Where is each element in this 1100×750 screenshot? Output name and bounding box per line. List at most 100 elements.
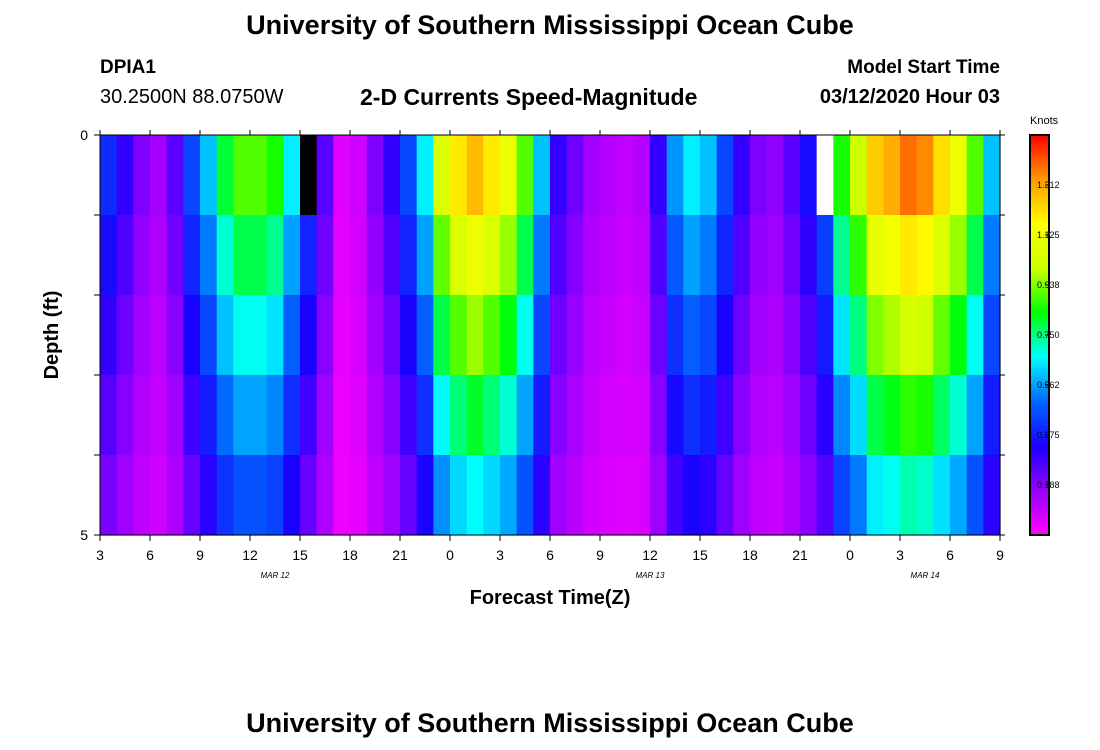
- heatmap-cell: [700, 375, 718, 456]
- x-tick-label: 9: [596, 547, 604, 563]
- heatmap-cell: [300, 295, 318, 376]
- heatmap-cell: [883, 135, 901, 216]
- date-label: MAR 12: [261, 571, 290, 580]
- heatmap-cell: [550, 295, 568, 376]
- heatmap-cell: [233, 215, 251, 296]
- heatmap-cell: [200, 295, 218, 376]
- heatmap-cell: [600, 135, 618, 216]
- heatmap-cell: [833, 295, 851, 376]
- heatmap-cell: [400, 135, 418, 216]
- heatmap-cell: [400, 455, 418, 536]
- heatmap-cell: [233, 135, 251, 216]
- heatmap-cell: [183, 215, 201, 296]
- heatmap-cell: [466, 135, 484, 216]
- heatmap-cell: [416, 135, 434, 216]
- heatmap-cell: [633, 215, 651, 296]
- heatmap-cell: [483, 455, 501, 536]
- heatmap-cell: [966, 135, 984, 216]
- x-tick-label: 3: [496, 547, 504, 563]
- heatmap-cell: [700, 455, 718, 536]
- heatmap-cell: [616, 295, 634, 376]
- heatmap-cell: [400, 295, 418, 376]
- heatmap-cell: [416, 375, 434, 456]
- heatmap-cell: [900, 135, 918, 216]
- heatmap-cell: [383, 215, 401, 296]
- heatmap-cell: [200, 215, 218, 296]
- x-tick-label: 18: [742, 547, 758, 563]
- heatmap-cell: [816, 215, 834, 296]
- heatmap-cell: [366, 455, 384, 536]
- heatmap-cell: [150, 375, 168, 456]
- colorbar-tick-label: 0.750: [1037, 330, 1060, 340]
- heatmap-cell: [916, 135, 934, 216]
- colorbar-tick-label: 0.938: [1037, 280, 1060, 290]
- heatmap-cell: [716, 135, 734, 216]
- heatmap-cell: [566, 135, 584, 216]
- heatmap-cell: [316, 295, 334, 376]
- heatmap-cell: [283, 215, 301, 296]
- heatmap-cell: [350, 295, 368, 376]
- colorbar: Knots 1.312 1.125 0.938 0.750 0.562 0.375 0.18…: [1029, 115, 1060, 536]
- heatmap-cell: [766, 295, 784, 376]
- heatmap-cell: [250, 135, 268, 216]
- heatmap-cell: [366, 215, 384, 296]
- heatmap-cell: [750, 295, 768, 376]
- heatmap-cell: [283, 455, 301, 536]
- heatmap-cell: [183, 375, 201, 456]
- heatmap-cell: [550, 455, 568, 536]
- heatmap-cell: [783, 135, 801, 216]
- heatmap-cell: [133, 375, 151, 456]
- heatmap-cell: [433, 375, 451, 456]
- heatmap-cell: [316, 375, 334, 456]
- heatmap-cell: [783, 215, 801, 296]
- heatmap-cell: [316, 455, 334, 536]
- heatmap-cell: [950, 135, 968, 216]
- heatmap-cell: [800, 135, 818, 216]
- heatmap-cell: [733, 375, 751, 456]
- heatmap-cell: [666, 215, 684, 296]
- colorbar-tick-label: 1.312: [1037, 180, 1060, 190]
- heatmap-cell: [200, 135, 218, 216]
- heatmap-cell: [733, 295, 751, 376]
- heatmap-cell: [566, 455, 584, 536]
- heatmap-cell: [100, 135, 118, 216]
- heatmap-cell: [150, 455, 168, 536]
- heatmap-cell: [450, 215, 468, 296]
- colorbar-tick-label: 0.562: [1037, 380, 1060, 390]
- heatmap-cell: [100, 455, 118, 536]
- heatmap-cell: [233, 455, 251, 536]
- heatmap-cell: [583, 135, 601, 216]
- heatmap-cell: [800, 215, 818, 296]
- heatmap-cell: [516, 135, 534, 216]
- heatmap-cell: [866, 455, 884, 536]
- heatmap-cell: [350, 215, 368, 296]
- heatmap-cell: [600, 375, 618, 456]
- heatmap-cell: [683, 135, 701, 216]
- heatmap-cell: [466, 375, 484, 456]
- heatmap-cell: [266, 455, 284, 536]
- heatmap-cell: [366, 135, 384, 216]
- heatmap-cell: [316, 135, 334, 216]
- colorbar-unit: Knots: [1030, 115, 1059, 127]
- heatmap-cell: [716, 455, 734, 536]
- heatmap-cell: [516, 455, 534, 536]
- heatmap-cell: [266, 215, 284, 296]
- heatmap-cell: [650, 295, 668, 376]
- x-tick-label: 3: [96, 547, 104, 563]
- heatmap-cell: [283, 295, 301, 376]
- heatmap-cell: [116, 455, 134, 536]
- heatmap-cell: [300, 455, 318, 536]
- heatmap-cell: [116, 375, 134, 456]
- heatmap-cell: [733, 455, 751, 536]
- heatmap-cell: [133, 455, 151, 536]
- heatmap-cell: [850, 295, 868, 376]
- heatmap-cell: [733, 135, 751, 216]
- heatmap-cell: [816, 295, 834, 376]
- heatmap-cell: [883, 215, 901, 296]
- colorbar-tick-label: 1.125: [1037, 230, 1060, 240]
- date-label: MAR 13: [636, 571, 665, 580]
- heatmap-cell: [600, 215, 618, 296]
- heatmap-cell: [850, 455, 868, 536]
- heatmap-cell: [916, 215, 934, 296]
- heatmap-cell: [716, 215, 734, 296]
